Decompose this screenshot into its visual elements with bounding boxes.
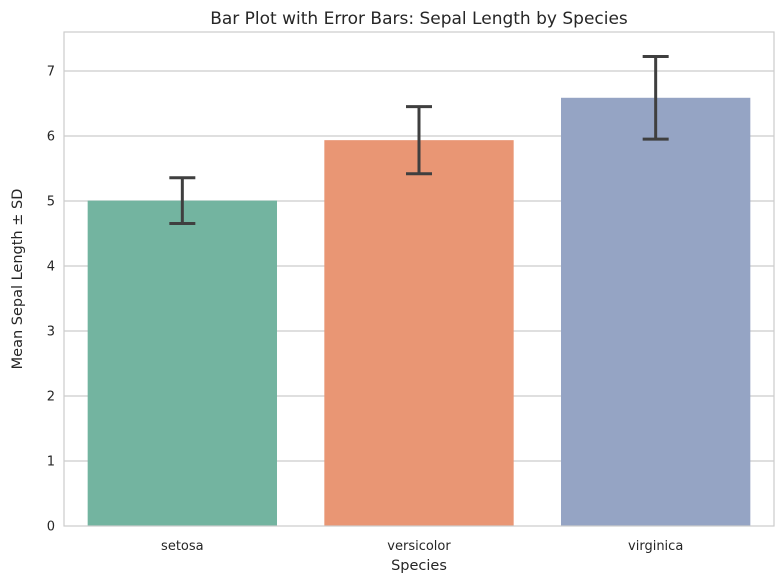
- x-axis-label: Species: [391, 558, 447, 574]
- y-tick-label: 1: [47, 455, 55, 470]
- y-tick-label: 5: [47, 195, 55, 210]
- bar-versicolor: [324, 140, 514, 526]
- plot-frame: [63, 31, 775, 527]
- x-tick-label: virginica: [628, 539, 683, 554]
- x-tick-labels: setosa versicolor virginica: [161, 539, 683, 554]
- bar-virginica: [561, 97, 751, 526]
- x-tick-label: versicolor: [387, 539, 451, 554]
- y-axis-label: Mean Sepal Length ± SD: [10, 189, 26, 370]
- error-bar-setosa: [169, 176, 196, 225]
- y-tick-label: 6: [47, 130, 55, 145]
- error-bar-versicolor: [406, 105, 432, 176]
- y-tick-label: 0: [47, 520, 55, 535]
- bar-setosa: [87, 200, 278, 527]
- chart-title: Bar Plot with Error Bars: Sepal Length b…: [210, 9, 628, 29]
- y-tick-label: 2: [47, 390, 55, 405]
- y-tick-label: 3: [47, 325, 55, 340]
- y-tick-label: 7: [47, 65, 55, 80]
- y-tick-labels: 0 1 2 3 4 5 6 7: [47, 65, 55, 535]
- error-bars: [169, 54, 669, 225]
- bars: [87, 97, 751, 527]
- error-bar-virginica: [642, 54, 669, 141]
- y-tick-label: 4: [47, 260, 55, 275]
- x-tick-label: setosa: [161, 539, 204, 554]
